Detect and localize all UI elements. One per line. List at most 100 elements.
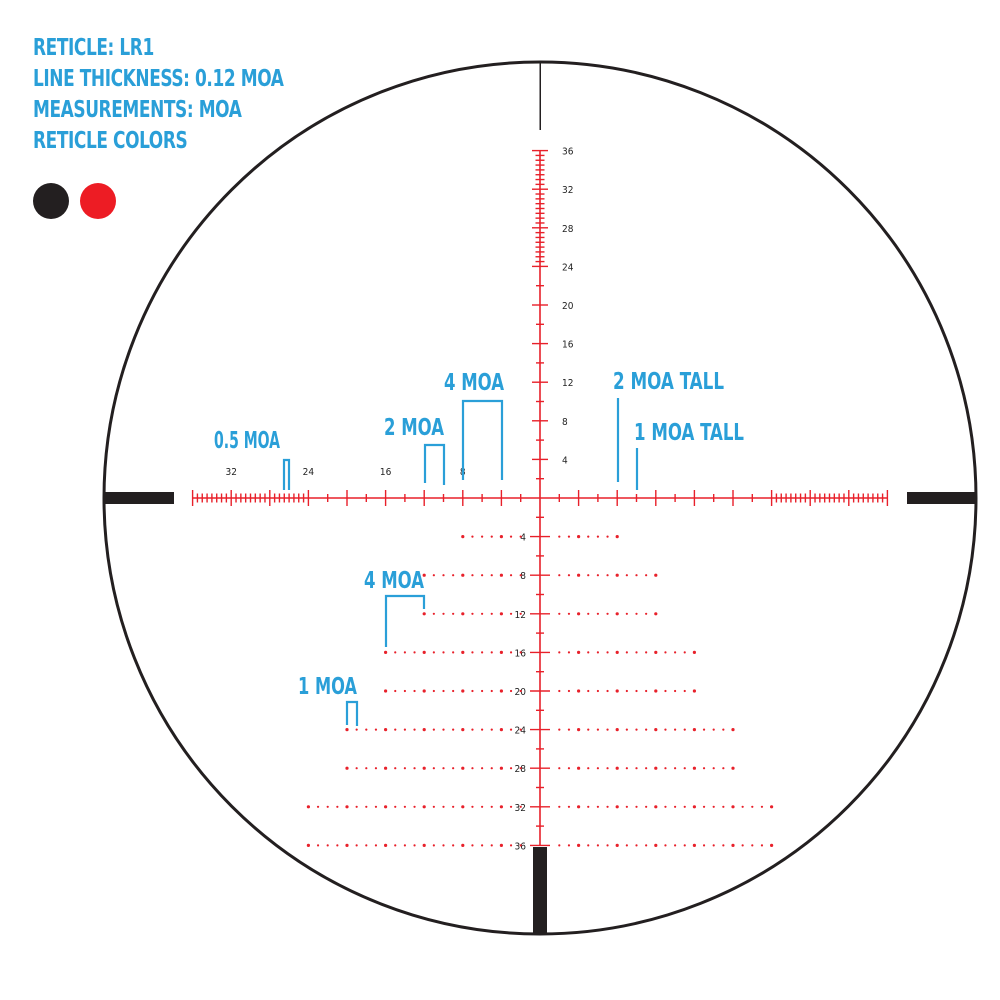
holdover-dot [645, 689, 648, 693]
holdover-dot [442, 574, 445, 577]
holdover-dot [374, 728, 378, 731]
holdover-dot [692, 650, 697, 655]
holdover-dot [731, 805, 735, 809]
holdover-dot [645, 844, 648, 847]
holdover-dot [760, 805, 764, 808]
color-swatch-black[interactable] [33, 183, 69, 219]
holdover-dot [365, 844, 368, 847]
vertical-down-scale-label: 32 [515, 803, 526, 814]
holdover-dot [596, 612, 600, 615]
holdover-dot [432, 574, 435, 577]
holdover-dot [413, 844, 416, 847]
holdover-dot [692, 728, 697, 732]
holdover-dot [587, 689, 590, 693]
holdover-dot [374, 844, 378, 847]
holdover-dot [654, 573, 658, 577]
horizontal-scale-label: 16 [380, 467, 392, 478]
holdover-dot [645, 612, 648, 615]
holdover-dot [490, 574, 493, 577]
holdover-dot [615, 843, 619, 848]
holdover-dot [452, 728, 455, 731]
holdover-dot [606, 728, 609, 731]
holdover-dot [432, 844, 435, 847]
holdover-dot [606, 651, 609, 654]
holdover-dot [731, 728, 735, 732]
holdover-dot [432, 805, 435, 808]
holdover-dot [422, 573, 426, 577]
left-post [104, 492, 174, 504]
holdover-dot [722, 728, 725, 731]
holdover-dot [625, 728, 628, 731]
reticle-colors-label: RETICLE COLORS [33, 128, 188, 154]
holdover-dot [664, 728, 667, 731]
holdover-dot [490, 651, 493, 654]
holdover-dot [567, 767, 571, 770]
vertical-down-scale-label: 20 [515, 687, 527, 698]
holdover-dot [654, 650, 658, 655]
two-moa-label: 2 MOA [384, 415, 444, 441]
holdover-dot [499, 573, 503, 577]
holdover-dot [413, 767, 416, 770]
holdover-dot [606, 805, 609, 808]
holdover-dot [345, 805, 349, 809]
four-moa-bottom-label: 4 MOA [364, 568, 424, 594]
holdover-dot [567, 844, 571, 847]
holdover-dot [645, 805, 648, 808]
holdover-dot [635, 574, 638, 577]
holdover-dot [596, 767, 600, 770]
holdover-dot [509, 767, 513, 770]
holdover-dot [645, 767, 648, 770]
holdover-dot [674, 805, 677, 808]
holdover-dot [509, 651, 513, 654]
holdover-dot [365, 805, 368, 808]
holdover-dot [432, 651, 435, 654]
holdover-dot [509, 535, 513, 538]
holdover-dot [722, 805, 725, 808]
holdover-dot [664, 844, 667, 847]
holdover-dot [365, 767, 368, 770]
holdover-dot [345, 843, 349, 848]
color-swatch-red[interactable] [80, 183, 116, 219]
holdover-dot [461, 843, 465, 848]
holdover-dot [499, 612, 503, 616]
holdover-dot [615, 535, 619, 539]
holdover-dot [481, 535, 484, 538]
holdover-dot [596, 651, 600, 654]
holdover-dot [587, 651, 590, 654]
holdover-dot [587, 767, 590, 770]
holdover-dot [567, 728, 571, 731]
holdover-dot [625, 805, 628, 808]
holdover-dot [558, 535, 561, 538]
holdover-dot [615, 728, 619, 732]
holdover-dot [606, 612, 609, 615]
holdover-dot [770, 805, 774, 809]
vertical-up-scale-label: 24 [562, 262, 574, 273]
holdover-dot [499, 728, 503, 732]
vertical-down-scale-label: 36 [515, 841, 527, 852]
holdover-dot [674, 651, 677, 654]
holdover-dot [461, 728, 465, 732]
holdover-dot [567, 805, 571, 808]
holdover-dot [403, 844, 406, 847]
holdover-dot [625, 612, 628, 615]
holdover-dot [499, 843, 503, 848]
holdover-dot [654, 689, 658, 693]
holdover-dot [461, 535, 465, 539]
holdover-dot [471, 612, 474, 615]
holdover-dot [702, 728, 706, 731]
holdover-dot [452, 574, 455, 577]
holdover-dot [702, 767, 706, 770]
holdover-dot [567, 535, 571, 538]
holdover-dot [316, 844, 320, 847]
holdover-dot [519, 805, 522, 808]
holdover-dot [683, 728, 686, 731]
holdover-dot [336, 844, 339, 847]
holdover-dot [606, 767, 609, 770]
holdover-dot [664, 651, 667, 654]
holdover-dot [394, 728, 397, 731]
holdover-dot [471, 728, 474, 731]
holdover-dot [558, 805, 561, 808]
vertical-up-scale-label: 12 [562, 378, 573, 389]
holdover-dot [413, 728, 416, 731]
